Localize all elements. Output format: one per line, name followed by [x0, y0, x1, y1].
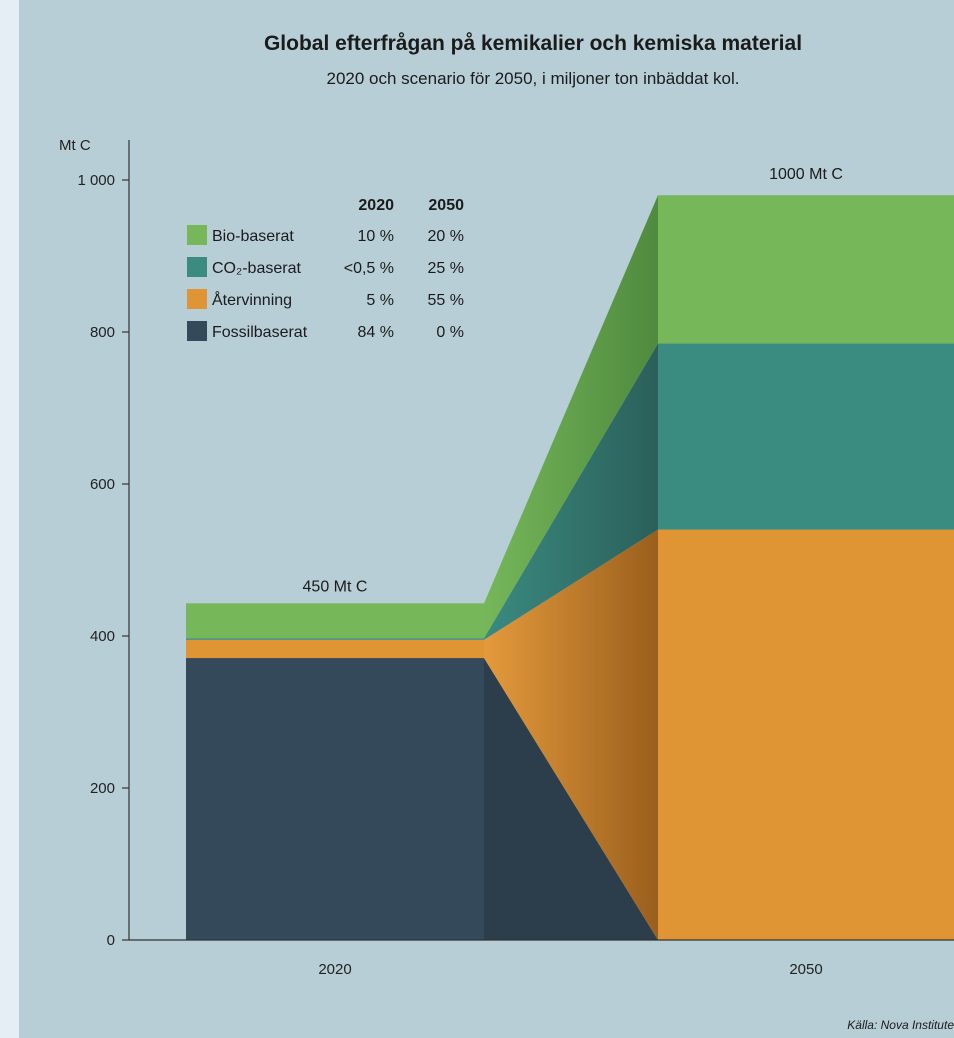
legend-label-återvinning: Återvinning — [212, 290, 292, 309]
legend-swatch-återvinning — [187, 289, 207, 309]
bar-2020-bio-baserat — [186, 603, 484, 639]
bar-2020-co-baserat — [186, 638, 484, 640]
total-label-2020: 450 Mt C — [303, 578, 368, 595]
y-tick-label: 600 — [90, 476, 115, 493]
legend: 2020 2050 Bio-baserat 10 % 20 % CO₂-baserat… — [187, 197, 464, 341]
x-label-2020: 2020 — [318, 961, 351, 978]
legend-pct-2020-co-baserat: <0,5 % — [344, 260, 394, 277]
legend-pct-2020-återvinning: 5 % — [366, 292, 394, 309]
x-label-2050: 2050 — [789, 961, 822, 978]
bar-2020-fossilbaserat — [186, 658, 484, 940]
bar-2050-bio-baserat — [658, 195, 954, 344]
legend-pct-2050-fossilbaserat: 0 % — [436, 324, 464, 341]
bar-layer — [186, 195, 954, 940]
legend-label-bio-baserat: Bio-baserat — [212, 228, 294, 245]
source-note: Källa: Nova Institute — [847, 1018, 954, 1032]
legend-label-co-baserat: CO₂-baserat — [212, 260, 301, 277]
total-label-2050: 1000 Mt C — [769, 166, 843, 183]
x-labels: 2020 2050 — [318, 961, 822, 978]
legend-swatch-fossilbaserat — [187, 321, 207, 341]
legend-pct-2020-fossilbaserat: 84 % — [358, 324, 394, 341]
y-tick-label: 0 — [107, 932, 115, 949]
legend-pct-2050-återvinning: 55 % — [428, 292, 464, 309]
legend-pct-2020-bio-baserat: 10 % — [358, 228, 394, 245]
legend-pct-2050-co-baserat: 25 % — [428, 260, 464, 277]
y-ticks: 0 200 400 600 800 1 000 — [77, 172, 129, 949]
chart-frame: Global efterfrågan på kemikalier och kem… — [19, 0, 954, 1038]
y-tick-label: 200 — [90, 780, 115, 797]
chart-title: Global efterfrågan på kemikalier och kem… — [264, 32, 802, 55]
connector-återvinning — [484, 529, 658, 940]
legend-label-fossilbaserat: Fossilbaserat — [212, 324, 308, 341]
legend-col-2050: 2050 — [428, 197, 464, 214]
y-tick-label: 1 000 — [77, 172, 115, 189]
legend-swatch-co-baserat — [187, 257, 207, 277]
connector-bio-baserat — [484, 195, 658, 639]
total-labels: 450 Mt C 1000 Mt C — [303, 166, 843, 595]
y-tick-label: 800 — [90, 324, 115, 341]
y-tick-label: 400 — [90, 628, 115, 645]
connector-co-baserat — [484, 343, 658, 640]
connector-fossilbaserat — [484, 658, 658, 940]
bar-2020-återvinning — [186, 639, 484, 659]
legend-pct-2050-bio-baserat: 20 % — [428, 228, 464, 245]
chart-svg: Global efterfrågan på kemikalier och kem… — [59, 32, 954, 1032]
chart-subtitle: 2020 och scenario för 2050, i miljoner t… — [327, 69, 740, 88]
bar-2050-återvinning — [658, 529, 954, 940]
bar-2050-co-baserat — [658, 343, 954, 530]
legend-col-2020: 2020 — [358, 197, 394, 214]
y-unit-label: Mt C — [59, 137, 91, 154]
legend-swatch-bio-baserat — [187, 225, 207, 245]
connector-layer — [484, 195, 658, 940]
